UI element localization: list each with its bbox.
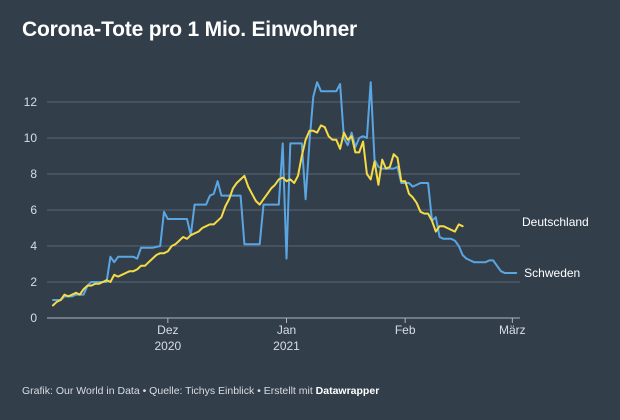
series-lines <box>52 81 518 307</box>
y-tick-label-0: 0 <box>30 311 37 325</box>
series-labels: Schweden Deutschland <box>522 215 589 280</box>
series-line-schweden <box>52 81 518 301</box>
footer-credits: Grafik: Our World in Data • Quelle: Tich… <box>22 385 379 397</box>
y-tick-label-12: 12 <box>24 95 38 109</box>
gridlines <box>47 101 520 319</box>
y-tick-label-2: 2 <box>30 275 37 289</box>
series-label-deutschland: Deutschland <box>522 215 589 229</box>
y-tick-label-10: 10 <box>24 131 38 145</box>
x-tick-label-Dez: Dez <box>157 323 178 337</box>
x-axis: Dez 2020 Jan 2021 Feb März <box>154 318 526 353</box>
chart-title: Corona-Tote pro 1 Mio. Einwohner <box>22 18 358 41</box>
x-tick-label-Feb: Feb <box>395 323 416 337</box>
footer-text: Grafik: Our World in Data • Quelle: Tich… <box>22 385 316 397</box>
x-tick-sublabel-2021: 2021 <box>273 339 300 353</box>
y-tick-label-6: 6 <box>30 203 37 217</box>
y-tick-label-4: 4 <box>30 239 37 253</box>
series-line-deutschland <box>52 124 464 307</box>
y-axis: 0 2 4 6 8 10 12 <box>24 95 38 325</box>
x-tick-label-März: März <box>499 323 526 337</box>
footer-brand[interactable]: Datawrapper <box>315 385 380 397</box>
series-label-schweden: Schweden <box>524 266 580 280</box>
x-tick-label-Jan: Jan <box>277 323 296 337</box>
x-tick-sublabel-2020: 2020 <box>154 339 181 353</box>
y-tick-label-8: 8 <box>30 167 37 181</box>
